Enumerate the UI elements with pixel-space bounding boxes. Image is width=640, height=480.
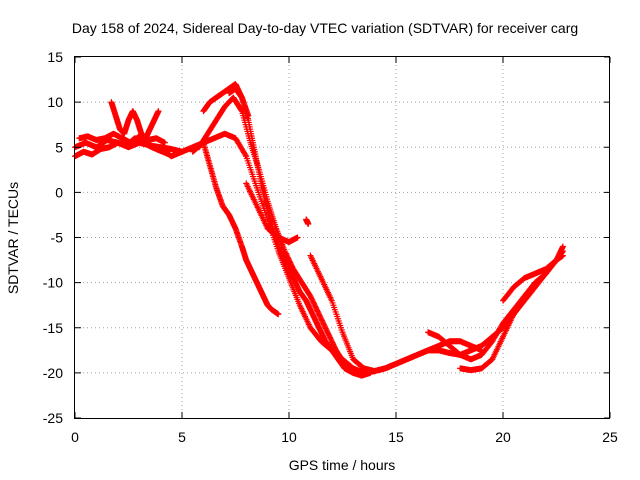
data-point	[238, 107, 245, 114]
data-point	[245, 112, 252, 119]
series-arc-10	[243, 180, 301, 246]
y-tick-label: -5	[51, 230, 64, 246]
series-arc-8	[189, 130, 378, 376]
data-point	[559, 243, 566, 250]
data-points	[72, 81, 566, 379]
x-tick-label: 15	[388, 429, 404, 445]
grid	[75, 57, 610, 418]
y-tick-label: -20	[43, 365, 63, 381]
x-tick-label: 5	[178, 429, 186, 445]
series-arc-3	[76, 130, 168, 146]
data-point	[242, 151, 249, 158]
y-tick-label: 15	[47, 49, 63, 65]
x-tick-label: 0	[71, 429, 79, 445]
x-tick-label: 20	[495, 429, 511, 445]
y-tick-label: -25	[43, 410, 63, 426]
chart-title: Day 158 of 2024, Sidereal Day-to-day VTE…	[72, 20, 578, 36]
data-point	[275, 311, 282, 318]
series-arc-16	[500, 252, 566, 304]
y-tick-label: 0	[55, 184, 63, 200]
y-axis-label: SDTVAR / TECUs	[5, 182, 21, 294]
data-point	[161, 139, 168, 146]
data-point	[155, 108, 162, 115]
data-point	[294, 234, 301, 241]
y-tick-label: 5	[55, 139, 63, 155]
series-arc-4	[108, 99, 162, 142]
y-tick-label: -10	[43, 275, 63, 291]
series-arc-11	[303, 216, 312, 227]
x-tick-label: 25	[602, 429, 618, 445]
series-arc-9	[226, 85, 252, 119]
axis-ticks: 0 5 10 15 20 25 -25 -20 -15 -10 -5 0 5 10 15	[43, 49, 618, 445]
data-point	[559, 252, 566, 259]
x-axis-label: GPS time / hours	[289, 457, 396, 473]
x-tick-label: 10	[281, 429, 297, 445]
series-arc-14	[425, 293, 528, 363]
series-arc-5	[157, 139, 282, 318]
series-arc-13	[350, 248, 566, 376]
data-point	[305, 220, 312, 227]
y-tick-label: -15	[43, 320, 63, 336]
series-arc-15	[457, 243, 566, 374]
y-tick-label: 10	[47, 94, 63, 110]
